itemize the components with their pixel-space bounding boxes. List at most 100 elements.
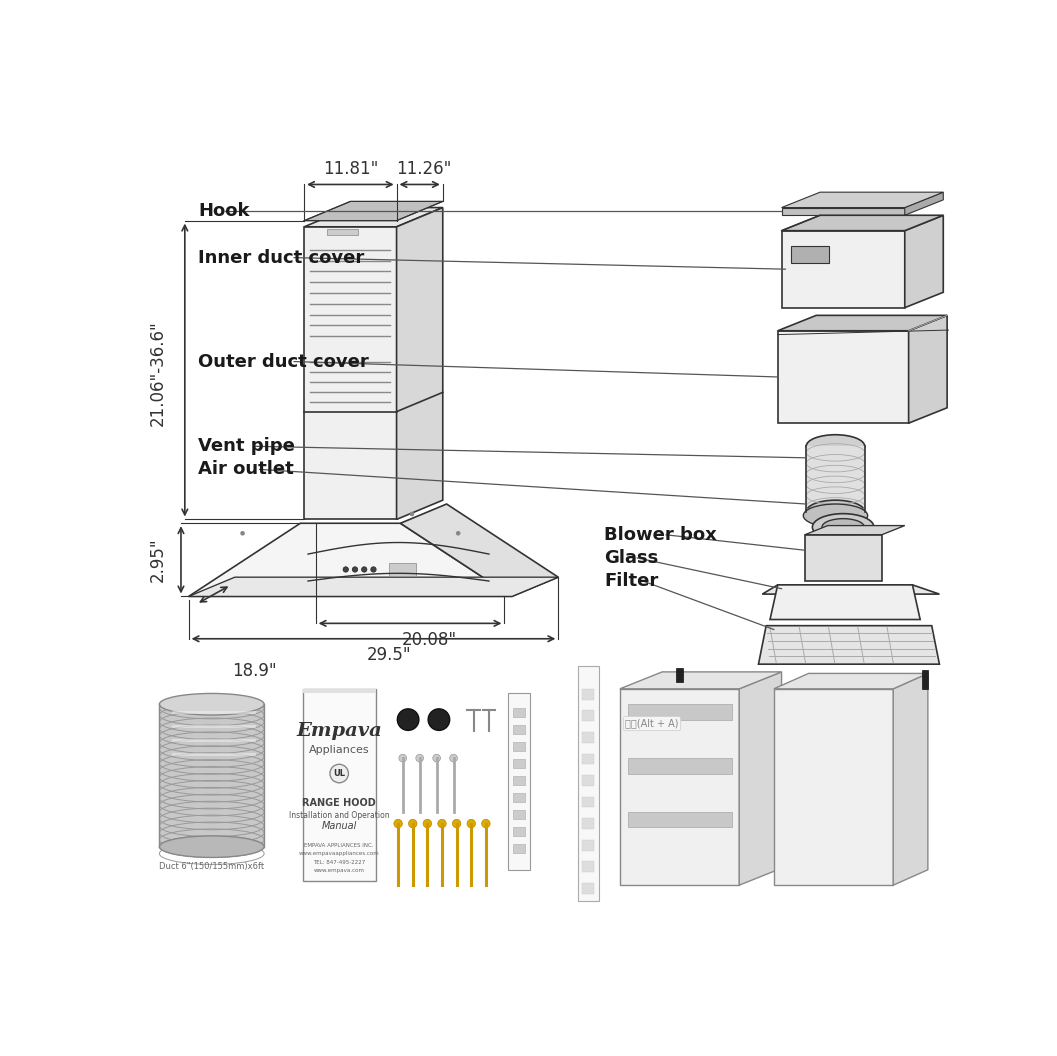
Circle shape (397, 709, 419, 731)
Bar (922, 670, 928, 689)
Polygon shape (304, 227, 396, 520)
Text: Manual: Manual (321, 821, 357, 831)
Polygon shape (762, 585, 940, 595)
Bar (513, 810, 525, 819)
Circle shape (452, 819, 461, 828)
Bar (328, 229, 358, 235)
Text: RANGE HOOD: RANGE HOOD (302, 797, 376, 808)
Circle shape (423, 819, 431, 828)
Bar (628, 758, 731, 773)
Circle shape (456, 531, 461, 535)
Polygon shape (188, 578, 558, 597)
Circle shape (344, 567, 349, 572)
Polygon shape (778, 331, 909, 423)
Circle shape (410, 512, 414, 516)
Bar (513, 827, 525, 836)
Text: 11.26": 11.26" (395, 161, 451, 178)
Polygon shape (781, 230, 905, 307)
Text: Duct 6"(150/155mm)x6ft: Duct 6"(150/155mm)x6ft (160, 862, 264, 871)
Bar (628, 812, 731, 828)
Text: Installation and Operation: Installation and Operation (289, 811, 390, 819)
Text: 29.5": 29.5" (367, 646, 411, 664)
Polygon shape (304, 208, 443, 227)
Bar (513, 725, 525, 734)
Polygon shape (774, 674, 928, 689)
Bar (302, 689, 376, 882)
Polygon shape (619, 672, 781, 689)
Bar (582, 840, 594, 850)
Circle shape (371, 567, 376, 572)
Text: 截图(Alt + A): 截图(Alt + A) (626, 718, 679, 729)
Polygon shape (774, 689, 893, 885)
Ellipse shape (160, 694, 264, 715)
Bar (582, 732, 594, 742)
Polygon shape (905, 215, 943, 307)
Text: 11.81": 11.81" (322, 161, 378, 178)
Polygon shape (619, 689, 739, 885)
Text: 20.08": 20.08" (402, 631, 457, 649)
Bar (582, 883, 594, 893)
Text: Hook: Hook (198, 203, 249, 221)
Text: www.empava.com: www.empava.com (314, 868, 365, 873)
Text: Outer duct cover: Outer duct cover (198, 353, 369, 371)
Bar (582, 862, 594, 872)
Bar (302, 689, 376, 694)
Bar (582, 796, 594, 808)
Polygon shape (769, 585, 921, 620)
Bar (675, 668, 684, 682)
Ellipse shape (160, 836, 264, 857)
Bar (508, 693, 530, 870)
Text: Filter: Filter (605, 572, 659, 590)
Ellipse shape (806, 435, 865, 458)
Bar (160, 704, 264, 847)
Polygon shape (778, 316, 947, 331)
Text: www.empavaappliances.com: www.empavaappliances.com (299, 851, 379, 856)
Polygon shape (304, 202, 443, 221)
Bar (513, 844, 525, 853)
Text: EMPAVA APPLIANCES INC.: EMPAVA APPLIANCES INC. (304, 843, 374, 848)
Circle shape (361, 567, 367, 572)
Text: TEL: 847-495-2227: TEL: 847-495-2227 (313, 860, 366, 865)
Circle shape (467, 819, 476, 828)
Text: UL: UL (333, 769, 346, 778)
Text: Glass: Glass (605, 549, 659, 567)
Polygon shape (781, 215, 943, 230)
Circle shape (428, 709, 449, 731)
Circle shape (352, 567, 357, 572)
Text: Empava: Empava (296, 722, 382, 740)
Bar (513, 709, 525, 717)
Circle shape (449, 754, 458, 762)
Circle shape (482, 819, 490, 828)
Bar (582, 689, 594, 700)
Polygon shape (759, 625, 940, 664)
Ellipse shape (806, 501, 865, 524)
Text: 21.06"-36.6": 21.06"-36.6" (149, 320, 167, 426)
Ellipse shape (803, 504, 868, 527)
Polygon shape (401, 504, 558, 597)
Bar (513, 776, 525, 785)
Text: 2.95": 2.95" (149, 538, 167, 582)
Ellipse shape (813, 513, 874, 541)
Text: Blower box: Blower box (605, 526, 718, 544)
Bar (513, 793, 525, 802)
Text: Air outlet: Air outlet (198, 460, 294, 478)
Bar (582, 818, 594, 829)
Bar (781, 208, 905, 215)
Bar (513, 759, 525, 768)
Text: 18.9": 18.9" (231, 662, 277, 680)
Polygon shape (188, 524, 512, 597)
Circle shape (240, 531, 245, 535)
Bar (791, 246, 830, 263)
Circle shape (415, 754, 424, 762)
Circle shape (432, 754, 441, 762)
Polygon shape (804, 526, 905, 534)
Text: Appliances: Appliances (309, 746, 370, 755)
Polygon shape (909, 316, 947, 423)
Bar (582, 754, 594, 765)
Polygon shape (781, 192, 943, 208)
Circle shape (394, 819, 403, 828)
Circle shape (408, 819, 416, 828)
Bar (582, 775, 594, 786)
Circle shape (438, 819, 446, 828)
Polygon shape (739, 672, 781, 885)
